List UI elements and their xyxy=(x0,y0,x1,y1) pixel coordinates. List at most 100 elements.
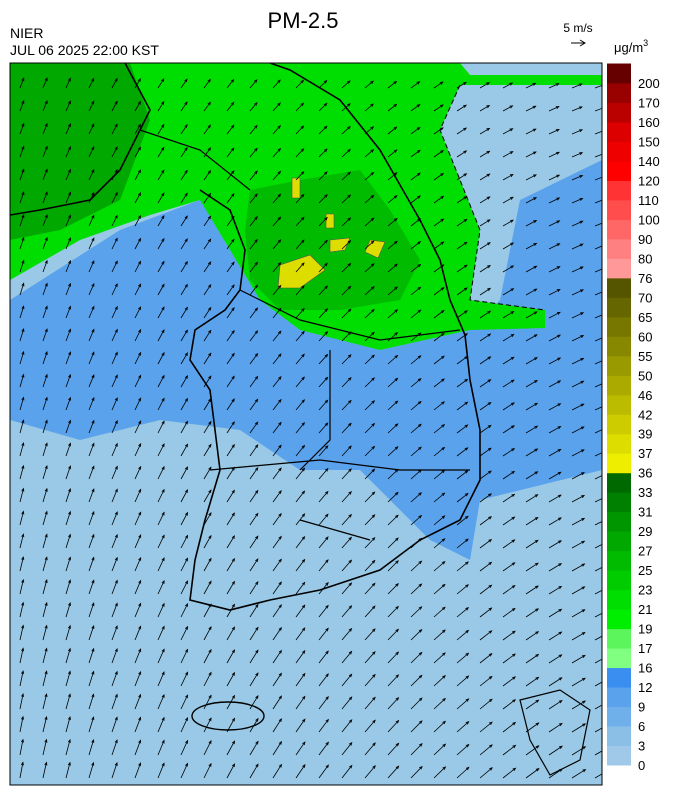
wind-arrowhead xyxy=(277,102,281,106)
wind-arrow xyxy=(42,739,47,756)
wind-arrow xyxy=(387,446,399,457)
wind-arrow xyxy=(479,288,491,296)
wind-arrowhead xyxy=(348,673,353,678)
wind-arrow xyxy=(525,448,538,457)
wind-arrowhead xyxy=(418,628,423,633)
wind-arrowhead xyxy=(372,673,376,678)
wind-arrowhead xyxy=(509,151,514,155)
wind-arrow xyxy=(295,148,304,158)
wind-arrowhead xyxy=(138,351,142,356)
wind-arrowhead xyxy=(231,557,235,562)
wind-arrowhead xyxy=(184,215,188,220)
wind-arrowhead xyxy=(486,196,491,200)
wind-arrow xyxy=(433,515,445,526)
wind-arrowhead xyxy=(161,237,165,242)
wind-arrow xyxy=(226,626,235,641)
wind-arrowhead xyxy=(300,193,305,198)
wind-arrowhead xyxy=(231,421,235,425)
wind-arrow xyxy=(479,539,492,549)
wind-arrow xyxy=(157,192,165,204)
wind-arrowhead xyxy=(581,563,586,567)
wind-arrowhead xyxy=(138,556,142,561)
wind-arrow xyxy=(88,123,95,135)
wind-arrow xyxy=(479,333,491,342)
wind-arrowhead xyxy=(394,354,399,359)
wind-arrowhead xyxy=(557,334,562,338)
wind-arrowhead xyxy=(578,83,583,87)
wind-arrow xyxy=(134,420,142,434)
wind-arrow xyxy=(364,537,376,549)
wind-arrowhead xyxy=(416,149,421,154)
wind-arrowhead xyxy=(557,403,562,407)
wind-arrow xyxy=(456,150,467,158)
wind-arrow xyxy=(364,80,374,89)
wind-arrowhead xyxy=(603,290,606,292)
wind-arrow xyxy=(180,649,188,664)
wind-arrow xyxy=(594,544,602,549)
wind-arrowhead xyxy=(138,511,142,516)
colorbar-segment xyxy=(607,667,631,688)
wind-arrowhead xyxy=(486,173,491,177)
wind-arrow xyxy=(525,745,539,756)
colorbar-segment xyxy=(607,83,631,103)
wind-arrowhead xyxy=(465,652,470,657)
colorbar-segment xyxy=(607,550,631,571)
wind-arrowhead xyxy=(137,237,142,242)
jeju-island xyxy=(191,701,265,731)
field-yellow xyxy=(277,254,326,289)
wind-arrowhead xyxy=(465,629,470,634)
colorbar-segment xyxy=(607,726,631,747)
wind-arrowhead xyxy=(393,195,398,199)
wind-arrow xyxy=(203,79,211,89)
wind-arrow xyxy=(479,379,491,388)
wind-arrow xyxy=(502,311,514,319)
wind-arrow xyxy=(111,215,118,227)
wind-arrowhead xyxy=(465,743,470,748)
wind-arrow xyxy=(180,375,188,388)
wind-arrowhead xyxy=(91,374,95,379)
wind-arrow xyxy=(180,124,188,135)
wind-arrow xyxy=(433,470,445,480)
wind-arrowhead xyxy=(489,767,493,771)
wind-arrow xyxy=(318,171,328,181)
wind-arrowhead xyxy=(533,265,538,269)
wind-arrowhead xyxy=(278,353,282,358)
wind-arrow xyxy=(433,629,446,641)
wind-arrowhead xyxy=(371,308,375,313)
wind-arrow xyxy=(571,335,584,342)
wind-arrow xyxy=(387,378,398,388)
wind-arrowhead xyxy=(347,262,352,267)
colorbar-label: 70 xyxy=(638,290,652,305)
wind-arrow xyxy=(410,401,422,411)
wind-arrow xyxy=(341,286,351,296)
wind-arrowhead xyxy=(510,265,515,269)
wind-arrowhead xyxy=(278,512,282,517)
wind-arrow xyxy=(433,743,446,756)
wind-arrowhead xyxy=(44,77,48,82)
wind-arrowhead xyxy=(441,515,446,519)
wind-arrow xyxy=(88,739,94,756)
wind-arrowhead xyxy=(511,425,515,429)
wind-arrowhead xyxy=(161,374,165,379)
wind-arrow xyxy=(548,449,561,457)
wind-arrowhead xyxy=(395,628,400,633)
wind-arrowhead xyxy=(534,471,539,475)
wind-arrow xyxy=(134,398,142,411)
wind-arrowhead xyxy=(418,583,423,587)
wind-arrowhead xyxy=(231,512,235,517)
wind-arrow xyxy=(203,170,211,181)
wind-arrowhead xyxy=(114,761,118,766)
wind-arrow xyxy=(295,673,306,687)
wind-arrow xyxy=(571,426,584,434)
wind-arrowhead xyxy=(533,197,538,201)
wind-arrowhead xyxy=(534,448,539,452)
wind-arrow xyxy=(433,606,446,618)
wind-arrowhead xyxy=(395,765,400,770)
wind-arrowhead xyxy=(254,216,258,220)
colorbar-label: 3 xyxy=(638,739,645,754)
wind-arrow xyxy=(180,398,188,411)
wind-arrowhead xyxy=(255,580,259,585)
wind-arrow xyxy=(318,536,329,549)
wind-arrow xyxy=(387,560,399,572)
wind-arrowhead xyxy=(324,330,329,335)
